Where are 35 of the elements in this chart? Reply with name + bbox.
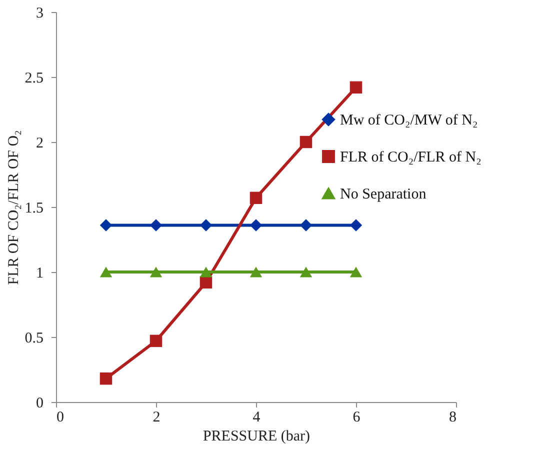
point: [150, 334, 162, 348]
y-tick-label: 3: [36, 6, 44, 22]
x-tick-label: 8: [449, 410, 456, 426]
point: [300, 266, 312, 278]
point: [250, 192, 262, 204]
y-tick-label: 2.5: [24, 70, 44, 86]
point: [350, 266, 362, 278]
point: [150, 266, 162, 278]
point: [200, 219, 212, 232]
legend-label: No Separation: [340, 186, 427, 202]
point: [150, 219, 162, 232]
point: [350, 81, 362, 94]
y-tick-label: 1.5: [24, 200, 44, 216]
point: [300, 136, 312, 148]
x-tick-label: 6: [352, 410, 361, 426]
point: [100, 219, 112, 232]
point: [250, 219, 262, 232]
point: [200, 276, 212, 289]
x-tick-label: 4: [252, 410, 261, 426]
point: [100, 266, 112, 278]
point: [200, 266, 212, 278]
point: [100, 372, 112, 385]
point: [350, 219, 362, 232]
x-tick-label: 2: [152, 410, 160, 426]
y-tick-label: 0.5: [24, 330, 44, 346]
legend-label: Mw of CO₂/MW of N₂: [340, 112, 478, 128]
x-axis-title: PRESSURE (bar): [202, 428, 310, 444]
x-tick-label: 0: [56, 410, 64, 426]
point: [300, 219, 312, 232]
y-tick-label: 0: [36, 396, 44, 412]
y-tick-label: 2: [36, 136, 44, 152]
y-axis-title: FLR OF CO₂/FLR OF O₂: [6, 130, 22, 285]
y-tick-label: 1: [36, 266, 44, 282]
point: [250, 266, 262, 278]
legend-label: FLR of CO₂/FLR of N₂: [340, 150, 482, 166]
